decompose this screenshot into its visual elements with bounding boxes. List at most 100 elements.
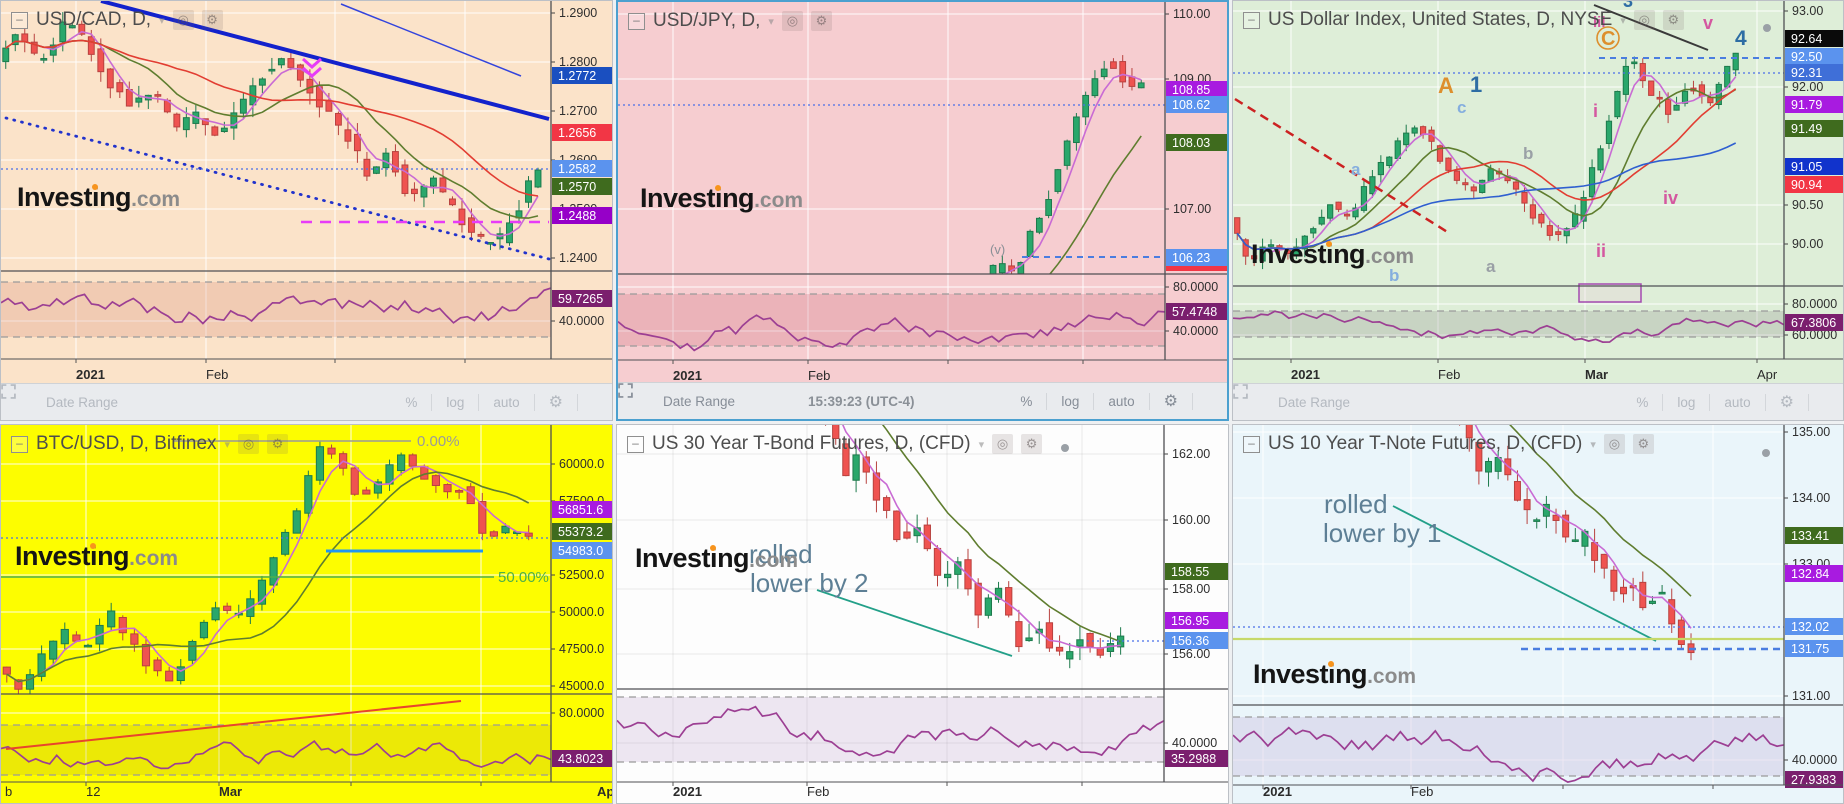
svg-text:50000.0: 50000.0 bbox=[559, 605, 604, 619]
svg-text:1: 1 bbox=[1470, 72, 1482, 97]
panel-header-btcusd: – BTC/USD, D, Bitfinex ▾ ◎ ⚙ bbox=[11, 433, 289, 455]
settings-gear-icon[interactable]: ⚙ bbox=[1779, 394, 1794, 411]
svg-text:Apr: Apr bbox=[1757, 367, 1778, 382]
svg-text:40.0000: 40.0000 bbox=[1172, 736, 1217, 750]
gear-icon-button[interactable]: ⚙ bbox=[810, 11, 832, 31]
price-scale-t10[interactable] bbox=[1784, 425, 1843, 785]
auto-scale-button[interactable]: auto bbox=[493, 394, 520, 410]
panel-title: US Dollar Index, United States, D, NYSE bbox=[1268, 9, 1613, 30]
collapse-button[interactable]: – bbox=[1243, 11, 1260, 29]
percent-scale-button[interactable]: % bbox=[1020, 393, 1033, 409]
svg-text:90.94: 90.94 bbox=[1791, 178, 1822, 192]
svg-text:iii: iii bbox=[1593, 14, 1606, 31]
log-scale-button[interactable]: log bbox=[1061, 393, 1080, 409]
svg-text:3: 3 bbox=[1623, 1, 1633, 11]
svg-text:40.0000: 40.0000 bbox=[1792, 753, 1837, 767]
date-range-button[interactable]: Date Range bbox=[663, 393, 736, 409]
svg-text:90.00: 90.00 bbox=[1792, 237, 1823, 251]
percent-scale-button[interactable]: % bbox=[1636, 394, 1649, 410]
collapse-button[interactable]: – bbox=[11, 435, 28, 453]
settings-gear-icon[interactable]: ⚙ bbox=[548, 394, 563, 411]
auto-scale-button[interactable]: auto bbox=[1724, 394, 1751, 410]
chart-canvas-usdcad[interactable]: 1.29001.28001.27001.26001.25001.240040.0… bbox=[1, 1, 613, 386]
chevron-down-icon[interactable]: ▾ bbox=[978, 438, 985, 451]
chevron-down-icon[interactable]: ▾ bbox=[1620, 14, 1626, 27]
eye-icon-button[interactable]: ◎ bbox=[1603, 434, 1625, 454]
svg-text:108.03: 108.03 bbox=[1172, 136, 1210, 150]
svg-text:80.0000: 80.0000 bbox=[559, 706, 604, 720]
chevron-down-icon[interactable]: ▾ bbox=[1590, 438, 1596, 451]
svg-text:1.2570: 1.2570 bbox=[558, 180, 596, 194]
gear-icon-button[interactable]: ⚙ bbox=[267, 434, 289, 454]
price-scale-dxy[interactable] bbox=[1784, 1, 1843, 359]
gear-icon-button[interactable]: ⚙ bbox=[201, 10, 223, 30]
chevron-down-icon[interactable]: ▾ bbox=[159, 14, 165, 27]
svg-text:56851.6: 56851.6 bbox=[558, 503, 603, 517]
svg-text:91.49: 91.49 bbox=[1791, 122, 1822, 136]
gear-icon-button[interactable]: ⚙ bbox=[1632, 434, 1654, 454]
svg-text:108.85: 108.85 bbox=[1172, 83, 1210, 97]
svg-text:Feb: Feb bbox=[206, 367, 228, 382]
svg-text:1.2488: 1.2488 bbox=[558, 209, 596, 223]
chevron-down-icon[interactable]: ▾ bbox=[224, 438, 231, 451]
gear-icon-button[interactable]: ⚙ bbox=[1662, 10, 1684, 30]
price-scale-usdcad[interactable] bbox=[551, 1, 612, 359]
settings-gear-icon[interactable]: ⚙ bbox=[1163, 393, 1178, 410]
eye-icon-button[interactable]: ◎ bbox=[172, 10, 194, 30]
panel-dxy: a b c A 1 b a i ii iv iii v 4 3 C 93.00 92.00 90.50 90.00 8… bbox=[1232, 0, 1844, 421]
auto-scale-button[interactable]: auto bbox=[1108, 393, 1135, 409]
date-range-button[interactable]: Date Range bbox=[46, 394, 119, 410]
log-scale-button[interactable]: log bbox=[446, 394, 465, 410]
svg-text:156.00: 156.00 bbox=[1172, 647, 1210, 661]
clock-display: 15:39:23 (UTC-4) bbox=[808, 393, 915, 409]
svg-text:80.0000: 80.0000 bbox=[1792, 297, 1837, 311]
svg-text:1.2400: 1.2400 bbox=[559, 251, 597, 265]
panel-header-t30: – US 30 Year T-Bond Futures, D, (CFD) ▾ ◎ ⚙ bbox=[627, 433, 1043, 455]
svg-text:45000.0: 45000.0 bbox=[559, 679, 604, 693]
eye-icon-button[interactable]: ◎ bbox=[1633, 10, 1655, 30]
svg-text:67.3806: 67.3806 bbox=[1791, 316, 1836, 330]
chevron-down-icon[interactable]: ▾ bbox=[768, 15, 774, 28]
svg-text:91.05: 91.05 bbox=[1791, 160, 1822, 174]
collapse-button[interactable]: – bbox=[11, 11, 28, 29]
eye-icon-button[interactable]: ◎ bbox=[238, 434, 260, 454]
toolbar-separator bbox=[1709, 393, 1711, 411]
collapse-button[interactable]: – bbox=[627, 435, 644, 453]
price-scale-btcusd[interactable] bbox=[551, 425, 612, 782]
toolbar-right-controls: % log auto ⚙ bbox=[1, 384, 602, 412]
svg-text:93.00: 93.00 bbox=[1792, 4, 1823, 18]
gear-icon-button[interactable]: ⚙ bbox=[1021, 434, 1043, 454]
price-scale-usdjpy[interactable] bbox=[1165, 2, 1227, 360]
svg-text:60.0000: 60.0000 bbox=[1792, 328, 1837, 342]
svg-text:158.55: 158.55 bbox=[1171, 565, 1209, 579]
date-range-button[interactable]: Date Range bbox=[1278, 394, 1351, 410]
chart-canvas-btcusd[interactable]: 0.00%50.00%60000.057500.052500.050000.04… bbox=[1, 425, 613, 804]
collapse-button[interactable]: – bbox=[1243, 435, 1260, 453]
toolbar-separator bbox=[1808, 393, 1809, 411]
svg-text:b: b bbox=[1389, 266, 1399, 285]
panel-title: US 10 Year T-Note Futures, D, (CFD) bbox=[1268, 433, 1583, 454]
svg-text:131.75: 131.75 bbox=[1791, 642, 1829, 656]
price-scale-t30[interactable] bbox=[1164, 425, 1228, 782]
collapse-button[interactable]: – bbox=[628, 12, 645, 30]
svg-text:92.00: 92.00 bbox=[1792, 80, 1823, 94]
svg-text:0.00%: 0.00% bbox=[417, 433, 460, 450]
eye-icon-button[interactable]: ◎ bbox=[992, 434, 1014, 454]
panel-title: BTC/USD, D, Bitfinex bbox=[36, 433, 217, 454]
eye-icon-button[interactable]: ◎ bbox=[781, 11, 803, 31]
svg-text:Feb: Feb bbox=[1411, 784, 1433, 799]
toolbar-separator bbox=[431, 393, 433, 411]
log-scale-button[interactable]: log bbox=[1677, 394, 1696, 410]
svg-text:v: v bbox=[1703, 13, 1713, 33]
chart-canvas-usdjpy[interactable]: (v)110.00109.00107.0080.000040.0000108.8… bbox=[618, 2, 1229, 387]
svg-text:156.36: 156.36 bbox=[1171, 634, 1209, 648]
svg-text:43.8023: 43.8023 bbox=[558, 752, 603, 766]
percent-scale-button[interactable]: % bbox=[405, 394, 418, 410]
svg-text:b: b bbox=[5, 784, 12, 799]
svg-text:35.2988: 35.2988 bbox=[1171, 752, 1216, 766]
svg-text:c: c bbox=[1457, 98, 1466, 117]
svg-text:1.2800: 1.2800 bbox=[559, 55, 597, 69]
